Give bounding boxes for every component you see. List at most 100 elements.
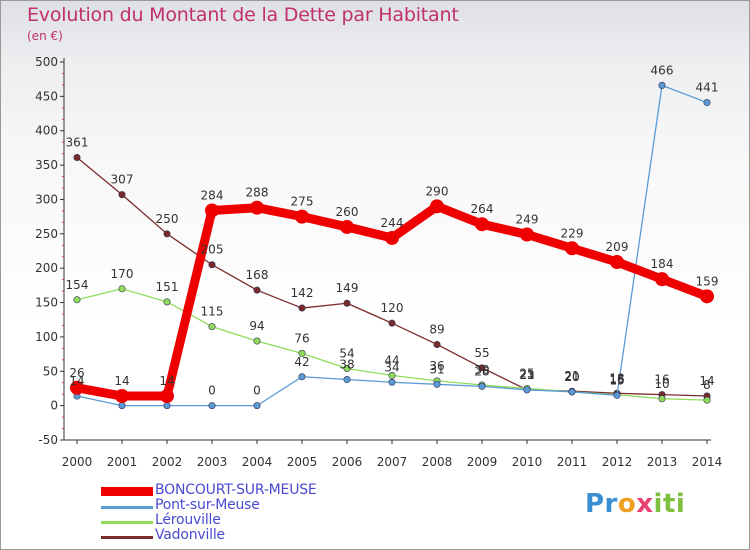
data-point: [253, 402, 261, 410]
y-tick-label: 350: [35, 158, 58, 172]
y-minor-tick: [62, 428, 64, 430]
data-point: [208, 402, 216, 410]
x-tick-label: 2005: [287, 455, 318, 469]
data-point: [388, 371, 396, 379]
data-label: 260: [336, 205, 359, 219]
data-point: [118, 285, 126, 293]
y-minor-tick: [62, 382, 64, 384]
data-point: [388, 378, 396, 386]
data-label: 184: [651, 257, 674, 271]
y-tick-label: 0: [50, 399, 58, 413]
y-minor-tick: [62, 359, 64, 361]
y-minor-tick: [62, 279, 64, 281]
y-tick-label: 450: [35, 89, 58, 103]
data-point: [340, 219, 354, 234]
y-tick-label: 200: [35, 261, 58, 275]
legend-label: BONCOURT-SUR-MEUSE: [155, 482, 317, 498]
y-minor-tick: [62, 313, 64, 315]
x-tick-label: 2007: [377, 455, 408, 469]
y-minor-tick: [62, 347, 64, 349]
data-label: 244: [381, 216, 404, 230]
x-tick-label: 2004: [242, 455, 273, 469]
data-point: [298, 304, 306, 312]
data-label: 151: [156, 280, 179, 294]
data-label: 14: [699, 374, 714, 388]
data-label: 307: [111, 173, 134, 187]
y-tick-label: 500: [35, 55, 58, 69]
data-label: 466: [651, 63, 674, 77]
x-tick-label: 2013: [647, 455, 678, 469]
x-tick-label: 2008: [422, 455, 453, 469]
data-label: 20: [564, 370, 579, 384]
data-point: [658, 395, 666, 403]
data-label: 15: [609, 373, 624, 387]
data-point: [523, 386, 531, 394]
y-minor-tick: [62, 141, 64, 143]
data-label: 361: [66, 136, 89, 150]
data-point: [343, 365, 351, 373]
y-tick-label: 100: [35, 330, 58, 344]
y-minor-tick: [62, 118, 64, 120]
data-point: [295, 209, 309, 224]
data-label: 284: [201, 188, 224, 202]
data-point: [253, 286, 261, 294]
x-tick-label: 2012: [602, 455, 633, 469]
data-label: 441: [696, 81, 719, 95]
data-label: 76: [294, 331, 309, 345]
data-label: 89: [429, 322, 444, 336]
y-minor-tick: [62, 210, 64, 212]
data-point: [478, 364, 486, 372]
data-label: 142: [291, 286, 314, 300]
x-tick-label: 2002: [152, 455, 183, 469]
data-label: 0: [253, 384, 261, 398]
data-point: [298, 349, 306, 357]
x-tick-label: 2009: [467, 455, 498, 469]
data-label: 288: [246, 186, 269, 200]
data-point: [163, 402, 171, 410]
data-label: 23: [519, 368, 534, 382]
y-minor-tick: [62, 324, 64, 326]
data-point: [253, 337, 261, 345]
data-point: [115, 389, 129, 404]
data-point: [73, 154, 81, 162]
data-point: [568, 388, 576, 396]
data-point: [478, 382, 486, 390]
data-label: 264: [471, 202, 494, 216]
data-label: 149: [336, 281, 359, 295]
data-label: 54: [339, 347, 354, 361]
data-point: [433, 340, 441, 348]
legend-label: Vadonville: [155, 527, 225, 543]
data-label: 205: [201, 243, 224, 257]
x-tick-label: 2006: [332, 455, 363, 469]
data-label: 229: [561, 226, 584, 240]
data-label: 30: [474, 363, 489, 377]
data-point: [343, 376, 351, 384]
data-label: 168: [246, 268, 269, 282]
data-point: [298, 373, 306, 381]
legend-swatch: [101, 521, 153, 524]
data-label: 10: [654, 377, 669, 391]
data-point: [655, 272, 669, 287]
y-tick-label: -50: [38, 433, 58, 447]
data-label: 170: [111, 267, 134, 281]
data-label: 209: [606, 240, 629, 254]
data-point: [430, 199, 444, 214]
data-point: [610, 254, 624, 269]
chart-unit: (en €): [27, 29, 63, 43]
data-label: 31: [429, 362, 444, 376]
legend-swatch: [101, 536, 153, 539]
chart-title: Evolution du Montant de la Dette par Hab…: [27, 4, 459, 26]
data-point: [475, 217, 489, 232]
y-minor-tick: [62, 221, 64, 223]
x-tick-label: 2003: [197, 455, 228, 469]
data-label: 20: [564, 370, 579, 384]
data-point: [208, 323, 216, 331]
data-point: [700, 289, 714, 304]
data-point: [520, 227, 534, 242]
y-minor-tick: [62, 416, 64, 418]
data-point: [118, 191, 126, 199]
data-label: 16: [654, 373, 669, 387]
data-label: 8: [703, 378, 711, 392]
y-tick-label: 50: [43, 364, 58, 378]
